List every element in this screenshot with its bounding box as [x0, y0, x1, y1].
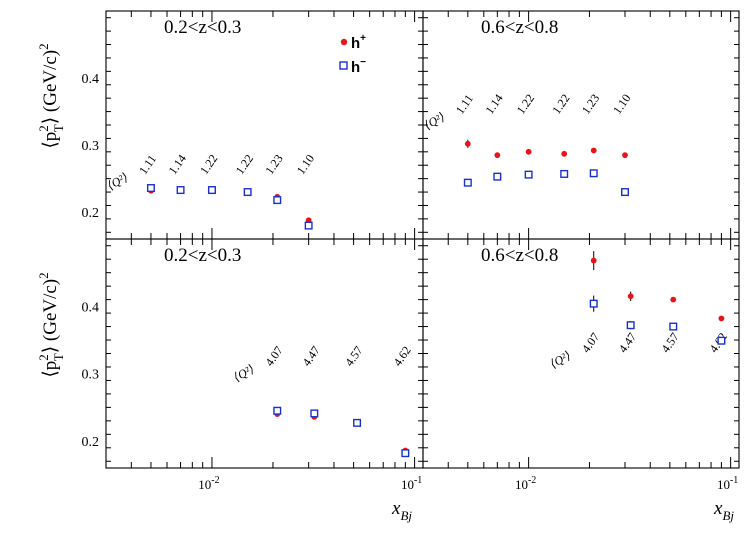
panel-title: 0.6<z<0.8: [481, 245, 558, 266]
x-tick-exponent: -1: [730, 475, 738, 486]
y-label-unit-sup: 2: [36, 272, 51, 279]
legend-hplus-label: h+: [351, 33, 366, 52]
hminus-point: [463, 178, 472, 187]
hminus-point: [626, 321, 635, 330]
y-label-sup: 2: [36, 354, 51, 361]
hplus-point: [627, 293, 634, 300]
x-tick-exponent: -2: [211, 475, 219, 486]
legend-hminus-marker: [339, 61, 348, 70]
hplus-point: [494, 152, 501, 159]
hplus-point: [464, 140, 471, 147]
y-label-prefix: ⟨p: [40, 361, 61, 378]
x-label-sub: Bj: [400, 508, 412, 523]
y-tick-label: 0.4: [82, 72, 100, 87]
x-tick-label: 10-1: [401, 475, 422, 492]
y-tick-label: 0.2: [82, 206, 100, 221]
legend-hminus-label: h−: [351, 57, 366, 76]
hminus-point: [589, 299, 598, 308]
svg-text:⟨p2T⟩ (GeV/c)2: ⟨p2T⟩ (GeV/c)2: [36, 43, 66, 148]
hminus-point: [243, 188, 252, 197]
y-tick-label: 0.4: [82, 300, 100, 315]
x-tick-label: 10-2: [515, 475, 536, 492]
hplus-point: [590, 147, 597, 154]
x-tick-base: 10: [198, 477, 211, 492]
panel-title: 0.2<z<0.3: [164, 17, 241, 38]
hminus-point: [176, 186, 185, 195]
y-label-suffix: ⟩ (GeV/c): [40, 279, 61, 353]
hminus-point: [273, 196, 282, 205]
x-tick-exponent: -1: [414, 475, 422, 486]
y-axis-label-bottom: ⟨p2T⟩ (GeV/c)2: [36, 272, 66, 377]
hminus-point: [207, 186, 216, 195]
hminus-point: [273, 406, 282, 415]
y-label-suffix: ⟩ (GeV/c): [40, 50, 61, 124]
hminus-point: [560, 169, 569, 178]
hminus-point: [717, 336, 726, 345]
hminus-point: [401, 449, 410, 458]
panel-title: 0.2<z<0.3: [164, 245, 241, 266]
y-tick-label: 0.3: [82, 139, 100, 154]
hminus-point: [524, 170, 533, 179]
y-label-unit-sup: 2: [36, 43, 51, 50]
hminus-point: [621, 188, 630, 197]
y-tick-label: 0.3: [82, 368, 100, 383]
x-tick-label: 10-1: [717, 475, 738, 492]
hminus-point: [304, 221, 313, 230]
hplus-point: [670, 296, 677, 303]
hminus-point: [493, 172, 502, 181]
hminus-point: [353, 418, 362, 427]
svg-text:⟨p2T⟩ (GeV/c)2: ⟨p2T⟩ (GeV/c)2: [36, 272, 66, 377]
x-tick-base: 10: [515, 477, 528, 492]
hplus-point: [525, 148, 532, 155]
hplus-point: [622, 152, 628, 159]
x-tick-base: 10: [717, 477, 730, 492]
x-tick-base: 10: [401, 477, 414, 492]
x-label-main: x: [391, 498, 401, 519]
hminus-point: [669, 322, 678, 331]
hminus-point: [146, 184, 155, 193]
hminus-point: [310, 409, 319, 418]
x-label-sub: Bj: [722, 508, 734, 523]
y-tick-label: 0.2: [82, 435, 100, 450]
y-axis-label-top: ⟨p2T⟩ (GeV/c)2: [36, 43, 66, 148]
hplus-point: [590, 257, 597, 264]
legend: h+ h−: [339, 33, 366, 76]
y-label-sup: 2: [36, 125, 51, 132]
y-label-prefix: ⟨p: [40, 132, 61, 149]
y-label-sub: T: [51, 353, 66, 361]
hminus-point: [589, 169, 598, 178]
y-label-sub: T: [51, 124, 66, 132]
x-tick-label: 10-2: [198, 475, 219, 492]
hplus-point: [718, 315, 725, 322]
hplus-point: [561, 150, 568, 157]
x-axis-label-right: xBj: [713, 498, 734, 523]
x-tick-exponent: -2: [528, 475, 536, 486]
legend-hplus-marker: [340, 38, 348, 46]
panel-title: 0.6<z<0.8: [481, 17, 558, 38]
x-axis-label-left: xBj: [391, 498, 412, 523]
x-label-main: x: [713, 498, 723, 519]
